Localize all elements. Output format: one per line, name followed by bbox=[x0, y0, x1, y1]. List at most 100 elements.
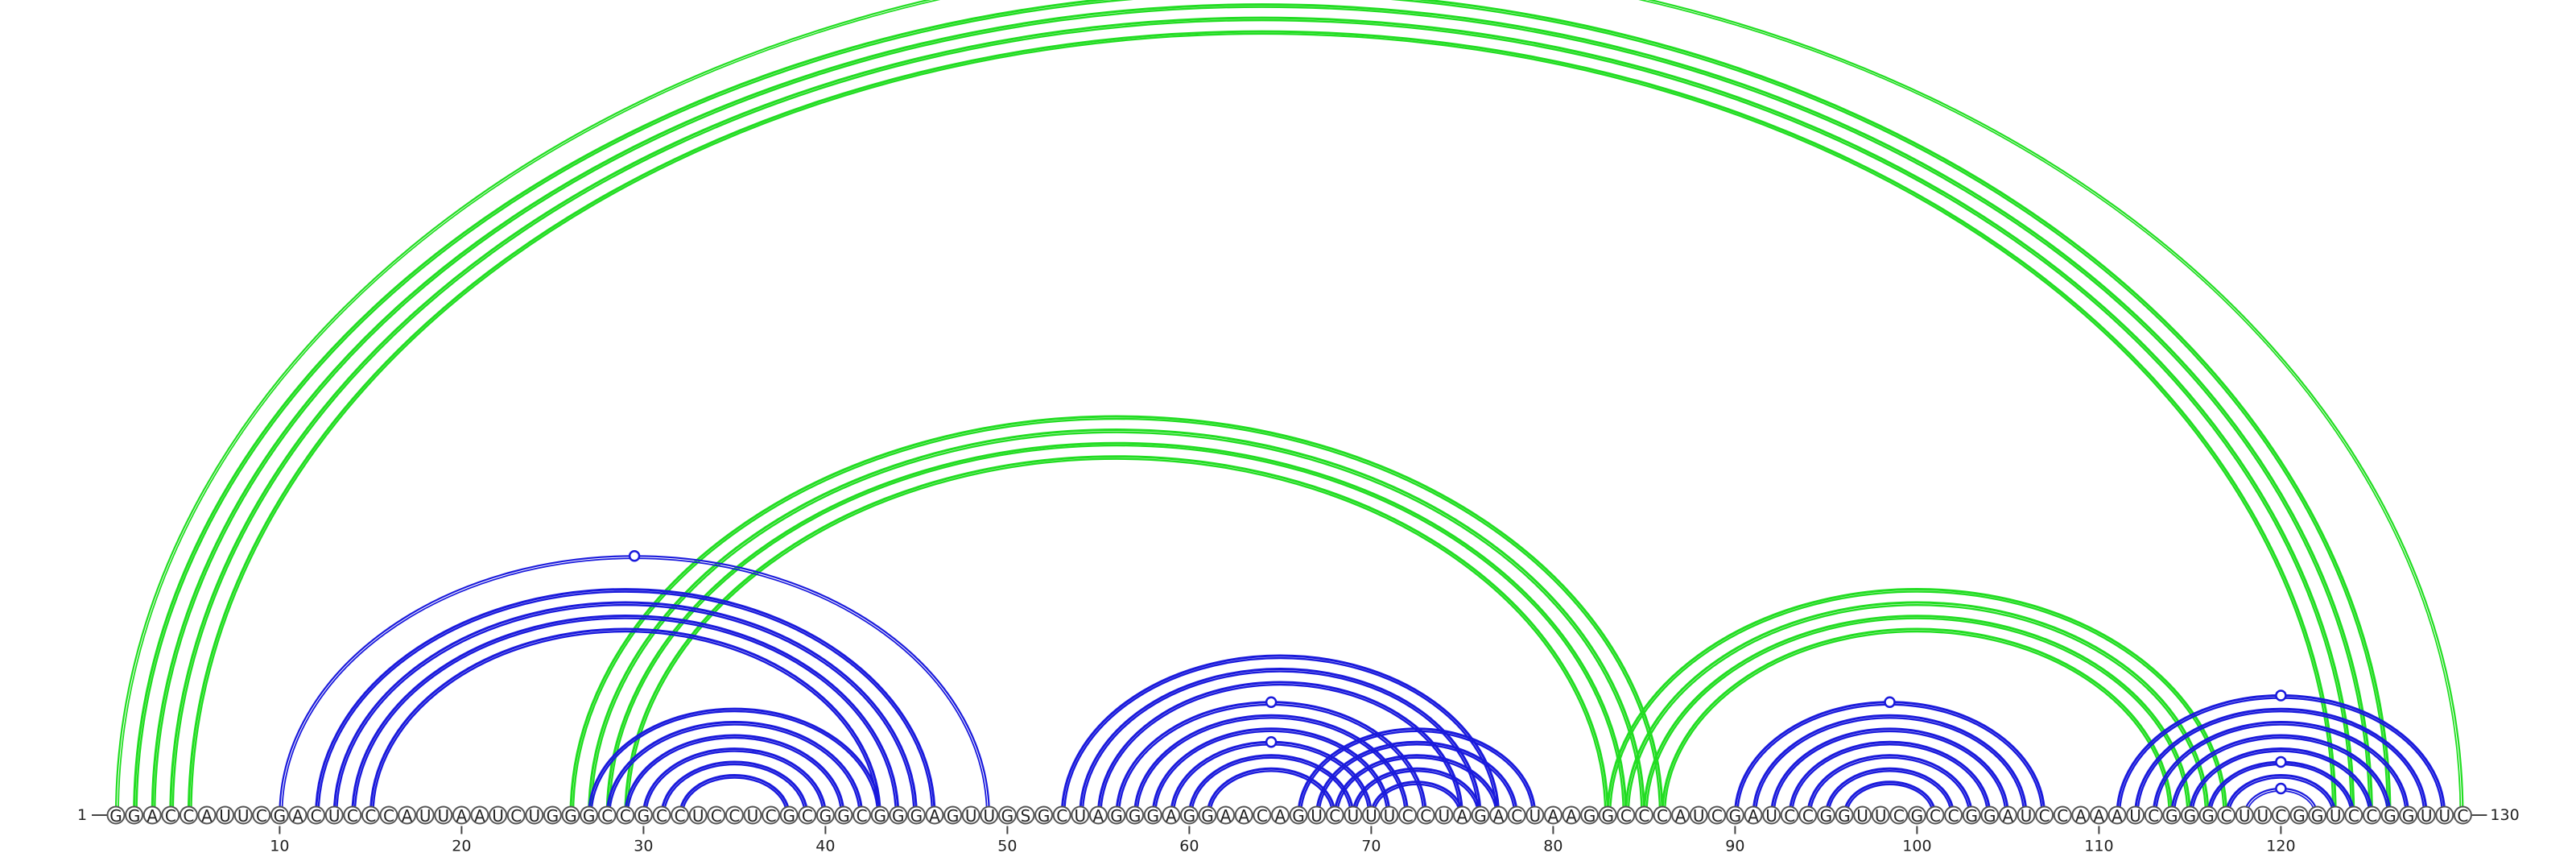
axis-tick-label: 100 bbox=[1902, 838, 1931, 855]
nucleotide: C bbox=[1634, 805, 1653, 826]
nucleotide: U bbox=[324, 805, 344, 826]
nucleotide-letter: G bbox=[638, 806, 650, 826]
nucleotide-circle bbox=[2217, 805, 2236, 825]
nucleotide-circle bbox=[470, 805, 489, 825]
nucleotide: A bbox=[1162, 805, 1181, 826]
nucleotide-circle bbox=[506, 805, 526, 825]
nucleotide: C bbox=[379, 805, 398, 826]
base-pair-arc bbox=[1336, 756, 1497, 816]
nucleotide-letter: U bbox=[237, 806, 250, 826]
nucleotide-letter: G bbox=[1146, 806, 1159, 826]
nucleotide-circle bbox=[1707, 805, 1727, 825]
nucleotide: C bbox=[343, 805, 362, 826]
nucleotide: G bbox=[270, 805, 289, 826]
nucleotide-circle bbox=[779, 805, 799, 825]
nucleotide-circle bbox=[2126, 805, 2145, 825]
nucleotide: A bbox=[1489, 805, 1509, 826]
nucleotide-circle bbox=[1853, 805, 1872, 825]
nucleotide-circle bbox=[1816, 805, 1835, 825]
nucleotide-circle bbox=[2235, 805, 2254, 825]
axis-tick-label: 20 bbox=[452, 838, 471, 855]
nucleotide: A bbox=[1088, 805, 1108, 826]
base-pair-arc bbox=[171, 19, 2352, 816]
nucleotide-circle bbox=[1507, 805, 1526, 825]
base-pair-arc bbox=[679, 774, 791, 816]
nucleotide-letter: C bbox=[2348, 806, 2359, 826]
nucleotide-circle bbox=[762, 805, 781, 825]
nucleotide: G bbox=[870, 805, 890, 826]
nucleotide-letter: C bbox=[711, 806, 722, 826]
nucleotide-letter: A bbox=[1275, 806, 1286, 826]
nucleotide-letter: A bbox=[1238, 806, 1249, 826]
nucleotide: C bbox=[1616, 805, 1636, 826]
axis-tick-label: 110 bbox=[2084, 838, 2113, 855]
end-position-label: 130 bbox=[2490, 806, 2519, 824]
nucleotide-circle bbox=[1143, 805, 1162, 825]
nucleotide-circle bbox=[2035, 805, 2054, 825]
nucleotide-circle bbox=[671, 805, 690, 825]
base-pair-arc bbox=[1315, 740, 1518, 816]
nucleotide-letter: G bbox=[583, 806, 596, 826]
nucleotide-circle bbox=[270, 805, 289, 825]
base-pair-arc bbox=[1770, 727, 2009, 816]
nucleotide-letter: C bbox=[601, 806, 613, 826]
nucleotide-circle bbox=[2198, 805, 2218, 825]
nucleotide-circle bbox=[961, 805, 980, 825]
nucleotide-circle bbox=[1253, 805, 1272, 825]
base-pair-arc bbox=[1318, 743, 1516, 816]
nucleotide-letter: C bbox=[2275, 806, 2286, 826]
base-pair-arc bbox=[1206, 767, 1336, 816]
base-pair-arc bbox=[605, 721, 864, 816]
nucleotide-letter: C bbox=[1620, 806, 1632, 826]
base-pair-arc bbox=[1154, 730, 1389, 816]
base-pair-arc bbox=[569, 415, 1664, 816]
nucleotide: C bbox=[1889, 805, 1909, 826]
base-pair-arc bbox=[151, 3, 2373, 816]
nucleotide-circle bbox=[1380, 805, 1399, 825]
base-pair-arc bbox=[372, 630, 879, 816]
nucleotide-circle bbox=[724, 805, 744, 825]
nucleotide-letter: G bbox=[1474, 806, 1487, 826]
nucleotide-letter: C bbox=[2057, 806, 2068, 826]
base-pair-arc bbox=[590, 710, 879, 816]
base-pair-arc bbox=[1373, 783, 1461, 816]
nucleotide-letter: C bbox=[1511, 806, 1522, 826]
nucleotide-letter: G bbox=[892, 806, 905, 826]
base-pair-arc bbox=[1642, 615, 2191, 816]
nucleotide-letter: U bbox=[1311, 806, 1323, 826]
nucleotide: C bbox=[616, 805, 635, 826]
helix-marker bbox=[2275, 782, 2287, 795]
base-pair-arc bbox=[2155, 723, 2407, 816]
nucleotide: G bbox=[1598, 805, 1617, 826]
base-pair-arc bbox=[1661, 627, 2174, 816]
nucleotide-circle bbox=[1962, 805, 1981, 825]
nucleotide-letter: G bbox=[1911, 806, 1924, 826]
nucleotide-letter: A bbox=[1548, 806, 1559, 826]
nucleotide-letter: C bbox=[1802, 806, 1814, 826]
nucleotide-circle bbox=[1616, 805, 1636, 825]
nucleotide-letter: U bbox=[219, 806, 231, 826]
nucleotide-letter: U bbox=[2239, 806, 2251, 826]
nucleotide-letter: G bbox=[873, 806, 886, 826]
nucleotide-letter: C bbox=[1056, 806, 1067, 826]
nucleotide-circle bbox=[125, 805, 144, 825]
nucleotide-circle bbox=[2399, 805, 2418, 825]
nucleotide-letter: G bbox=[2184, 806, 2197, 826]
nucleotide-circle bbox=[1780, 805, 1799, 825]
nucleotide: U bbox=[489, 805, 508, 826]
nucleotide-letter: C bbox=[311, 806, 322, 826]
nucleotide-circle bbox=[1634, 805, 1653, 825]
nucleotide: A bbox=[452, 805, 471, 826]
nucleotide: G bbox=[561, 805, 580, 826]
nucleotide-circle bbox=[233, 805, 253, 825]
nucleotide-circle bbox=[1162, 805, 1181, 825]
nucleotide: C bbox=[597, 805, 617, 826]
base-pair-arc bbox=[1627, 603, 2207, 816]
nucleotide: C bbox=[1707, 805, 1727, 826]
nucleotide-circle bbox=[997, 805, 1017, 825]
nucleotide: C bbox=[707, 805, 726, 826]
nucleotide: G bbox=[2399, 805, 2418, 826]
nucleotide-circle bbox=[1435, 805, 1454, 825]
nucleotide-circle bbox=[1398, 805, 1418, 825]
